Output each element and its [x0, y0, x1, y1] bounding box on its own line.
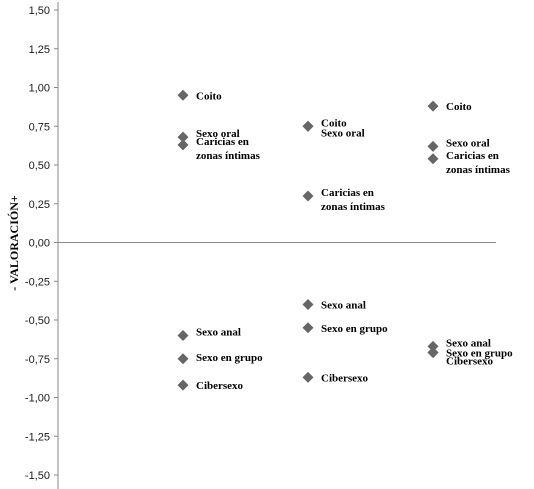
- y-tick-label: 0,50: [29, 160, 50, 172]
- y-tick-label: 0,75: [29, 121, 50, 133]
- data-point-marker: [427, 153, 439, 165]
- y-tick-label: 1,25: [29, 44, 50, 56]
- y-tick-label: -0,75: [25, 354, 50, 366]
- data-point-marker: [427, 340, 439, 352]
- data-point-marker: [302, 190, 314, 202]
- y-tick-label: -0,50: [25, 315, 50, 327]
- point-label: Caricias en zonas íntimas: [446, 150, 511, 176]
- y-tick-label: -0,25: [25, 276, 50, 288]
- point-label: Coito: [321, 117, 347, 129]
- data-point-marker: [302, 371, 314, 383]
- point-label: Sexo oral: [196, 128, 240, 140]
- point-label: Coito: [196, 90, 222, 102]
- data-point-marker: [177, 353, 189, 365]
- point-label: Cibersexo: [196, 380, 244, 392]
- y-tick-label: -1,25: [25, 431, 50, 443]
- point-label: Cibersexo: [321, 372, 369, 384]
- point-label: Sexo anal: [446, 337, 491, 349]
- point-label: Coito: [446, 101, 472, 113]
- data-point-marker: [177, 131, 189, 143]
- y-tick-label: 0,25: [29, 199, 50, 211]
- data-point-marker: [177, 330, 189, 341]
- data-point-marker: [427, 347, 439, 359]
- data-point-marker: [302, 120, 314, 132]
- data-point-marker: [177, 89, 189, 101]
- point-label: Sexo oral: [321, 127, 365, 139]
- y-tick-label: -1,00: [25, 393, 50, 405]
- data-point-marker: [427, 140, 439, 152]
- point-label: Sexo anal: [321, 300, 366, 312]
- y-axis-label: - VALORACIÓN+: [7, 195, 21, 291]
- point-label: Cibersexo: [446, 356, 494, 368]
- y-tick-label: -1,50: [25, 470, 50, 482]
- data-point-marker: [177, 379, 189, 391]
- point-label: Sexo en grupo: [446, 348, 513, 360]
- point-label: Caricias en zonas íntimas: [321, 187, 386, 213]
- point-label: Sexo en grupo: [196, 352, 263, 364]
- y-tick-label: 0,00: [29, 238, 50, 250]
- data-point-marker: [427, 100, 439, 112]
- point-label: Sexo anal: [196, 327, 241, 339]
- data-point-marker: [302, 299, 314, 310]
- data-point-marker: [177, 139, 189, 151]
- point-label: Sexo en grupo: [321, 323, 388, 335]
- y-tick-label: 1,00: [29, 83, 50, 95]
- point-label: Sexo oral: [446, 137, 490, 149]
- point-label: Caricias en zonas íntimas: [196, 136, 261, 162]
- data-point-marker: [302, 322, 314, 334]
- y-tick-label: 1,50: [29, 5, 50, 17]
